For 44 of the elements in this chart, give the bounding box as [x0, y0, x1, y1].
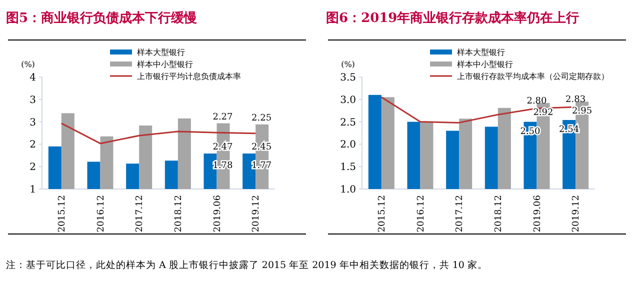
data-label: 2.92: [533, 108, 554, 118]
x-tick-label: 2016.12: [416, 195, 426, 232]
y-tick-label: 2.5: [340, 117, 356, 128]
legend-label: 上市银行存款平均成本率（公司定期存款）: [457, 72, 609, 81]
x-tick-label: 2016.12: [96, 195, 106, 232]
y-tick-label: 1.0: [340, 184, 356, 196]
y-tick-label: 2.0: [340, 140, 356, 151]
x-tick-label: 2017.12: [135, 195, 146, 232]
y-axis-title: (%): [341, 60, 355, 69]
data-label: 2.83: [566, 95, 586, 106]
legend-label: 样本大型银行: [457, 48, 505, 57]
y-tick-label: 2: [30, 162, 36, 174]
chart-title: 图5：商业银行负债成本下行缓慢: [6, 10, 198, 26]
data-label: 2.95: [572, 106, 592, 117]
y-tick-label: 3.0: [340, 94, 356, 106]
y-tick-label: 1: [30, 184, 36, 196]
legend-label: 上市银行平均计息负债成本率: [137, 72, 241, 81]
y-tick-label: 2: [30, 140, 36, 151]
annotation: 2.27: [212, 112, 234, 122]
data-label: 2.80: [526, 96, 548, 106]
x-tick-label: 2018.12: [494, 195, 504, 232]
x-tick-label: 2015.12: [377, 195, 388, 232]
legend-label: 样本中小型银行: [137, 60, 193, 69]
chart-title: 图6：2019年商业银行存款成本率仍在上行: [326, 10, 580, 26]
y-axis-title: (%): [21, 60, 35, 69]
x-tick-label: 2015.12: [57, 195, 68, 232]
y-tick-label: 1.5: [340, 162, 356, 174]
y-tick-label: 3: [30, 117, 36, 128]
x-tick-label: 2019.12: [572, 195, 582, 232]
y-tick-label: 3: [30, 94, 36, 106]
annotation: 2.25: [252, 113, 272, 124]
annotation: 2.45: [252, 142, 272, 153]
x-tick-label: 2017.12: [455, 195, 466, 232]
annotation: 2.47: [212, 142, 234, 153]
x-tick-label: 2019.06: [532, 194, 543, 232]
x-tick-label: 2018.12: [174, 195, 184, 232]
legend-label: 样本中小型银行: [457, 60, 513, 69]
line-series: [60, 122, 256, 144]
x-tick-label: 2019.12: [252, 195, 262, 232]
y-tick-label: 3.5: [340, 72, 356, 84]
x-tick-label: 2019.06: [212, 194, 223, 232]
legend-label: 样本大型银行: [137, 48, 185, 57]
text: 注：基于可比口径，此处的样本为 A 股上市银行中披露了 2015 年至 2019 年中相关数据的银行，共 10 家。: [6, 259, 488, 271]
y-tick-label: 4: [30, 72, 36, 84]
